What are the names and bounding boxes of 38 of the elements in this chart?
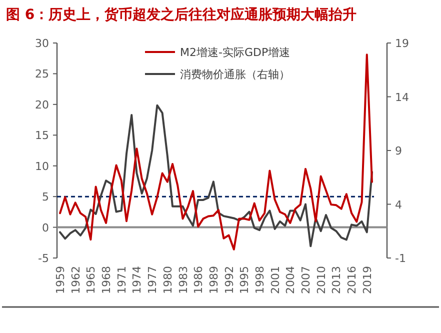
- x-tick-label: 1980: [161, 266, 174, 294]
- x-tick-label: 1995: [238, 266, 252, 294]
- y-tick-label: 25: [35, 68, 49, 81]
- x-tick-label: 2016: [346, 266, 359, 294]
- x-tick-label: 1962: [69, 266, 82, 294]
- y-tick-label: 10: [35, 160, 49, 173]
- x-tick-label: 2007: [300, 266, 313, 294]
- x-tick-label: 1971: [115, 266, 128, 294]
- y2-tick-label: 14: [395, 90, 409, 104]
- x-tick-label: 1992: [222, 266, 236, 294]
- x-tick-label: 1965: [84, 266, 98, 294]
- y-tick-label: 30: [35, 37, 49, 50]
- legend-label: M2增速-实际GDP增速: [180, 46, 290, 59]
- y-tick-label: 0: [42, 221, 49, 234]
- line-series: [59, 104, 373, 248]
- y-tick-label: 15: [35, 129, 49, 142]
- x-tick-label: 1989: [207, 266, 220, 294]
- legend-label: 消费物价通胀（右轴）: [180, 68, 290, 81]
- x-tick-label: 2010: [314, 266, 328, 294]
- x-tick-label: 1983: [176, 266, 190, 294]
- x-tick-label: 2004: [284, 266, 298, 294]
- x-tick-label: 1986: [192, 266, 206, 294]
- y2-tick-label: 9: [395, 144, 402, 158]
- x-tick-label: 1977: [146, 266, 160, 294]
- y2-tick-label: 19: [395, 37, 409, 50]
- x-tick-label: 2019: [360, 266, 374, 294]
- y2-tick-label: -1: [395, 252, 406, 265]
- x-tick-label: 2001: [268, 266, 282, 294]
- y-tick-label: -5: [38, 252, 49, 265]
- x-tick-label: 1959: [54, 266, 67, 294]
- chart-title: 图 6：历史上，货币超发之后往往对应通胀预期大幅抬升: [6, 6, 357, 23]
- y-tick-label: 20: [35, 98, 49, 112]
- y2-tick-label: 4: [395, 198, 402, 212]
- x-tick-label: 2013: [330, 266, 344, 294]
- y-tick-label: 5: [42, 190, 49, 204]
- x-tick-label: 1968: [100, 266, 114, 294]
- x-tick-label: 1974: [130, 266, 144, 294]
- x-tick-label: 1998: [253, 266, 266, 294]
